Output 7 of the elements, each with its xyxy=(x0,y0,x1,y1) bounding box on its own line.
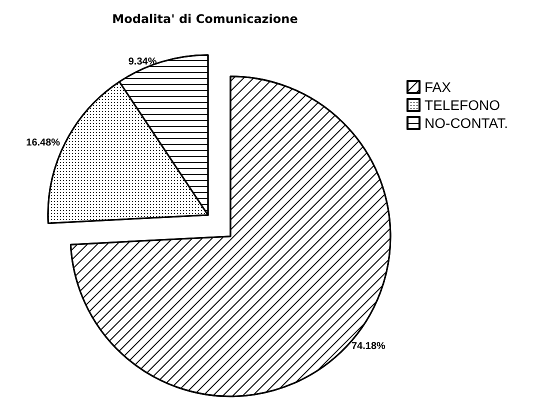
legend-label: TELEFONO xyxy=(424,97,500,113)
data-label: 9.34% xyxy=(128,56,157,68)
legend-label: FAX xyxy=(424,79,452,95)
data-label: 16.48% xyxy=(26,138,60,149)
chart-title: Modalita' di Comunicazione xyxy=(112,12,298,26)
legend-label: NO-CONTAT. xyxy=(424,115,508,131)
data-label: 74.18% xyxy=(351,341,386,352)
